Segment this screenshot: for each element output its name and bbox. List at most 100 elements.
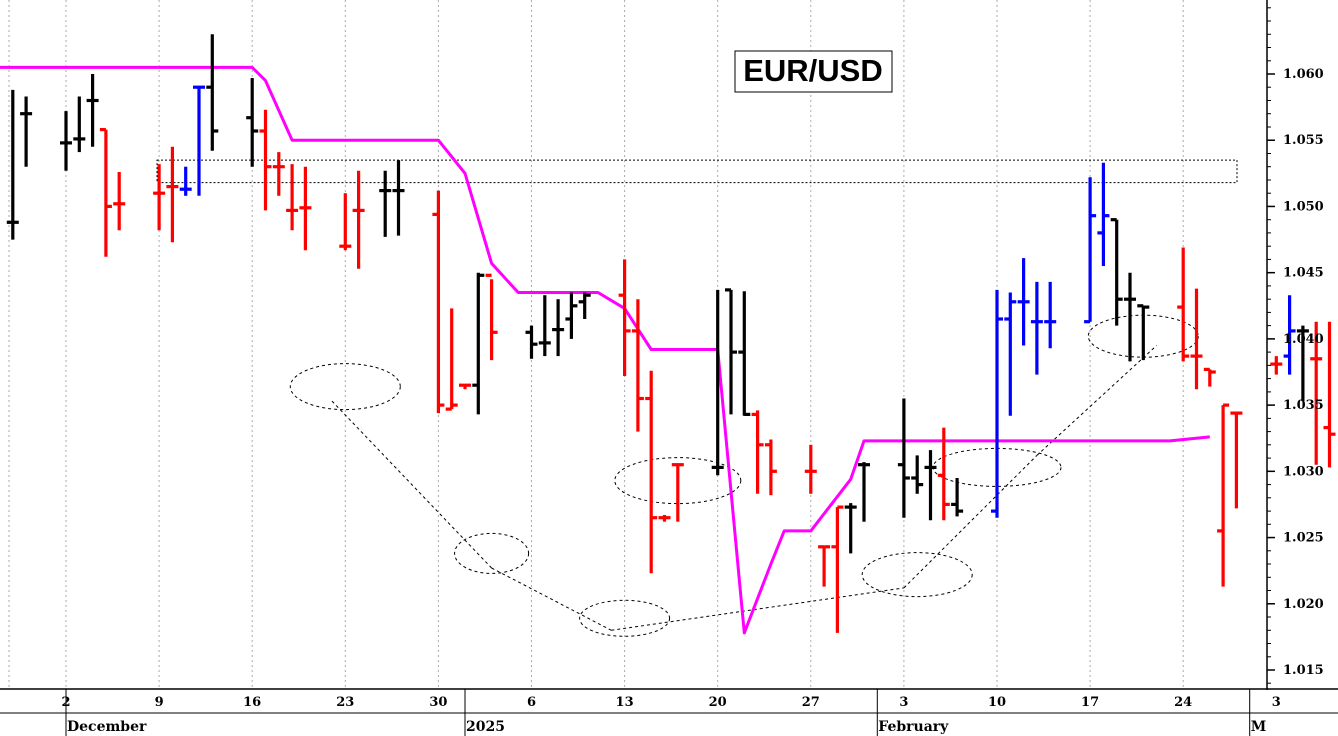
ohlc-bar — [924, 450, 937, 521]
x-tick-label: 20 — [709, 695, 727, 710]
ohlc-bar — [1177, 247, 1190, 362]
pattern-ellipse — [614, 457, 742, 505]
ohlc-bar — [459, 383, 471, 390]
ohlc-bar — [99, 128, 112, 257]
ohlc-bar — [166, 146, 179, 243]
ohlc-bar — [631, 299, 644, 432]
y-tick-label: 1.040 — [1283, 332, 1324, 347]
ohlc-bar — [525, 325, 538, 359]
ohlc-bar — [937, 427, 950, 521]
title-border — [734, 50, 893, 93]
ohlc-bar — [751, 410, 764, 494]
ohlc-bar — [578, 292, 591, 319]
ohlc-bar — [472, 272, 485, 415]
ohlc-bar — [831, 505, 844, 633]
ohlc-bar — [339, 193, 352, 251]
x-tick-label: 24 — [1174, 695, 1192, 710]
y-tick-label: 1.015 — [1283, 663, 1324, 678]
ohlc-bar — [951, 478, 964, 517]
y-tick-label: 1.055 — [1283, 133, 1324, 148]
ohlc-bar — [445, 308, 458, 411]
x-month-label: December — [67, 719, 147, 735]
ohlc-bar — [1097, 162, 1110, 266]
ohlc-bar — [1004, 292, 1017, 416]
trendline — [491, 567, 612, 631]
ohlc-bar — [206, 34, 219, 151]
ohlc-bar — [645, 370, 658, 574]
x-tick-label: 27 — [802, 695, 820, 710]
y-tick-label: 1.030 — [1283, 464, 1324, 479]
ohlc-bar — [671, 463, 684, 522]
ohlc-bar — [392, 160, 405, 236]
ohlc-bar — [1296, 325, 1309, 402]
ohlc-bar — [1283, 295, 1296, 375]
ohlc-bars — [6, 34, 1336, 633]
y-tick-label: 1.060 — [1283, 67, 1324, 82]
ohlc-bar — [286, 164, 299, 231]
trendline — [903, 455, 1038, 589]
x-tick-label: 3 — [899, 695, 908, 710]
x-month-label: February — [878, 719, 949, 735]
x-tick-label: 10 — [988, 695, 1006, 710]
ohlc-bar — [86, 74, 99, 147]
x-tick-label: 17 — [1081, 695, 1099, 710]
trendline — [611, 587, 904, 631]
pattern-ellipse — [579, 599, 671, 637]
ohlc-bar — [1044, 281, 1057, 349]
ohlc-bar — [1084, 177, 1097, 324]
x-tick-label: 16 — [243, 695, 261, 710]
ohlc-bar — [1230, 411, 1243, 509]
resistance-zone — [156, 159, 1238, 184]
ohlc-bar — [844, 503, 857, 554]
ohlc-bar — [259, 109, 272, 211]
ohlc-bar — [804, 444, 817, 494]
ohlc-bar — [1270, 356, 1283, 375]
resistance-rectangle — [156, 159, 1238, 184]
ohlc-bar — [1017, 258, 1030, 346]
x-tick-label: 13 — [616, 695, 634, 710]
ohlc-bar — [1323, 321, 1336, 468]
pattern-ellipse — [289, 363, 401, 411]
ohlc-bar — [764, 439, 777, 496]
chart-title: EUR/USD — [743, 53, 883, 88]
ohlc-bar — [1137, 304, 1150, 361]
y-tick-label: 1.035 — [1283, 398, 1324, 413]
y-tick-label: 1.050 — [1283, 199, 1324, 214]
ohlc-bar — [1310, 321, 1323, 465]
ohlc-bar — [352, 170, 365, 269]
ohlc-bar — [246, 78, 259, 167]
ohlc-bar — [179, 166, 192, 196]
ohlc-bar — [1110, 218, 1123, 326]
ohlc-bar — [858, 462, 870, 522]
ohlc-bar — [711, 289, 724, 476]
ohlc-bar — [379, 170, 392, 237]
axes — [0, 0, 1338, 714]
ohlc-bar — [1190, 288, 1203, 390]
ohlc-bar — [725, 288, 737, 415]
x-tick-label: 3 — [1272, 695, 1281, 710]
ohlc-bar — [911, 455, 924, 494]
ohlc-bar — [299, 166, 312, 251]
pattern-ellipse — [454, 532, 530, 574]
ohlc-bar — [193, 85, 205, 196]
ohlc-bar — [113, 172, 126, 231]
ohlc-bar — [1030, 281, 1043, 375]
ohlc-bar — [552, 299, 565, 357]
ohlc-bar — [738, 291, 751, 416]
trendline — [331, 400, 492, 569]
x-tick-label: 30 — [429, 695, 447, 710]
ohlc-bar — [565, 292, 578, 339]
x-tick-label: 23 — [336, 695, 354, 710]
ohlc-bar — [538, 295, 551, 357]
ohlc-bar — [1203, 367, 1216, 387]
ohlc-bar — [658, 515, 671, 522]
pattern-ellipse — [861, 552, 973, 598]
x-month-label: 2025 — [466, 719, 505, 735]
ohlc-bar — [20, 96, 33, 167]
ohlc-bar — [272, 152, 285, 196]
ohlc-bar — [818, 545, 831, 587]
ohlc-bar — [6, 89, 19, 240]
